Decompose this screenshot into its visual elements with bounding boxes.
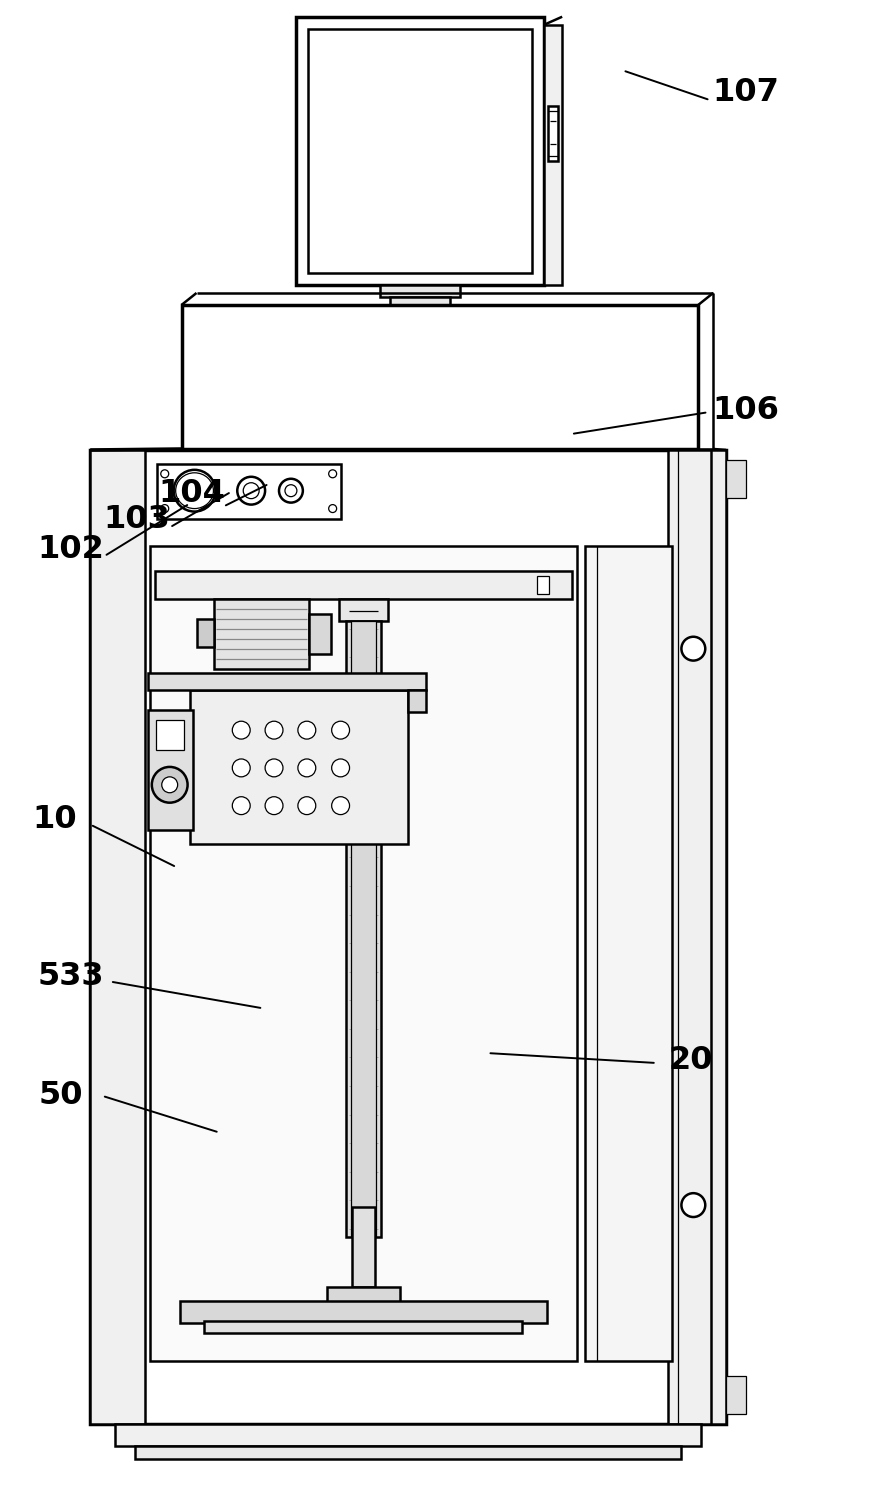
Bar [295,17,544,285]
Bar [155,571,572,599]
Bar [667,450,726,1423]
Circle shape [279,479,302,503]
Text: 106: 106 [712,395,779,426]
Circle shape [161,470,169,477]
Text: 533: 533 [37,961,103,992]
Circle shape [680,637,705,661]
Circle shape [162,777,177,792]
Bar [408,690,426,712]
Bar [308,614,330,654]
Circle shape [265,759,282,777]
Bar [327,1286,400,1304]
Bar [135,1446,680,1459]
Bar [149,547,576,1361]
Text: 104: 104 [158,479,225,509]
Circle shape [328,505,336,512]
Bar [380,285,460,297]
Circle shape [265,721,282,739]
Bar [537,577,548,593]
Circle shape [232,797,250,815]
Bar [390,297,449,304]
Circle shape [152,767,188,803]
Text: 20: 20 [667,1045,712,1075]
Bar [90,450,145,1423]
Bar [726,1376,745,1414]
Bar [90,450,726,1423]
Bar [338,599,388,620]
Circle shape [265,797,282,815]
Ellipse shape [174,470,216,512]
Bar [214,599,308,669]
Bar [156,720,183,750]
Bar [148,673,426,690]
Circle shape [680,1193,705,1217]
Circle shape [232,759,250,777]
Bar [156,464,341,518]
Circle shape [297,797,315,815]
Bar [584,547,672,1361]
Text: 107: 107 [712,77,779,108]
Bar [196,619,214,646]
Circle shape [331,797,349,815]
Text: 50: 50 [38,1080,83,1111]
Text: 10: 10 [32,804,76,834]
Circle shape [331,759,349,777]
Circle shape [161,505,169,512]
Circle shape [243,483,259,498]
Bar [726,459,745,497]
Circle shape [331,721,349,739]
Bar [544,24,561,285]
Bar [182,304,698,449]
Bar [350,620,376,1236]
Circle shape [232,721,250,739]
Ellipse shape [176,473,213,509]
Text: 102: 102 [36,533,103,565]
Bar [179,1301,547,1324]
Bar [189,690,408,845]
Bar [308,29,532,273]
Bar [345,620,381,1236]
Bar [547,105,558,161]
Text: 103: 103 [103,505,170,535]
Circle shape [297,721,315,739]
Bar [115,1423,700,1446]
Circle shape [328,470,336,477]
Circle shape [297,759,315,777]
Bar [351,1208,375,1286]
Circle shape [285,485,296,497]
Bar [148,711,192,830]
Bar [204,1321,522,1333]
Circle shape [237,477,265,505]
